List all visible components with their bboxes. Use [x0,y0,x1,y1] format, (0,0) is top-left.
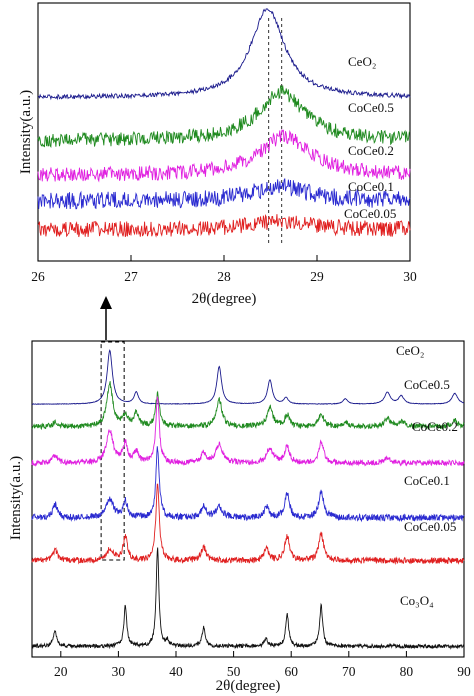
series-line-ceo2 [31,349,465,405]
x-tick-label: 40 [169,664,183,679]
series-label-coce0-1: CoCe0.1 [404,473,450,488]
top-panel: 26 27 28 29 30 CeO₂ CoCe0.5 CoCe0.2 CoCe0.1 CoCe… [18,2,417,307]
x-tick-label: 27 [124,269,138,284]
series-label-co3o4: Co₃O₄ [400,593,434,608]
bottom-plot-frame [31,340,465,658]
x-tick-label: 26 [31,269,45,284]
top-x-ticks: 26 27 28 29 30 [31,255,417,284]
series-label-coce0-5: CoCe0.5 [404,377,450,392]
series-line-ceo2 [37,8,411,101]
series-label-coce0-5: CoCe0.5 [348,100,394,115]
series-line-coce0-1 [31,446,465,523]
series-line-coce0-5 [37,85,411,149]
zoom-arrow [100,296,112,340]
x-tick-label: 80 [400,664,414,679]
series-line-coce0-05 [31,483,465,565]
series-label-ceo2: CeO₂ [348,54,376,69]
x-tick-label: 70 [342,664,356,679]
x-tick-label: 29 [310,269,324,284]
series-label-coce0-2: CoCe0.2 [412,419,458,434]
series-line-coce0-1 [37,178,411,210]
x-tick-label: 30 [112,664,126,679]
series-line-co3o4 [31,547,465,650]
x-tick-label: 90 [457,664,471,679]
bottom-y-axis-label: Intensity(a.u.) [8,456,24,540]
top-x-axis-label: 2θ(degree) [192,291,257,307]
x-tick-label: 20 [54,664,68,679]
top-series-labels: CeO₂ CoCe0.5 CoCe0.2 CoCe0.1 CoCe0.05 [344,54,396,221]
series-label-coce0-2: CoCe0.2 [348,143,394,158]
series-label-coce0-1: CoCe0.1 [348,179,394,194]
series-label-ceo2: CeO₂ [396,343,424,358]
series-line-coce0-2 [31,395,465,467]
series-line-coce0-5 [31,381,465,431]
top-y-axis-label: Intensity(a.u.) [18,90,34,174]
top-series-curves [37,8,411,238]
reference-lines [268,18,283,245]
bottom-panel: 20 30 40 50 60 70 80 90 CeO₂ CoCe0.5 CoCe0.2 CoCe0… [8,340,471,694]
series-line-coce0-2 [37,128,411,183]
bottom-series-curves [31,349,465,650]
highlight-box [100,341,125,561]
series-label-coce0-05: CoCe0.05 [404,519,456,534]
x-tick-label: 28 [217,269,231,284]
series-label-coce0-05: CoCe0.05 [344,206,396,221]
bottom-x-axis-label: 2θ(degree) [216,678,281,694]
x-tick-label: 50 [227,664,241,679]
x-tick-label: 30 [403,269,417,284]
series-line-coce0-05 [37,214,411,238]
x-tick-label: 60 [284,664,298,679]
bottom-series-labels: CeO₂ CoCe0.5 CoCe0.2 CoCe0.1 CoCe0.05 Co₃O₄ [396,343,458,608]
bottom-x-ticks: 20 30 40 50 60 70 80 90 [54,651,471,679]
